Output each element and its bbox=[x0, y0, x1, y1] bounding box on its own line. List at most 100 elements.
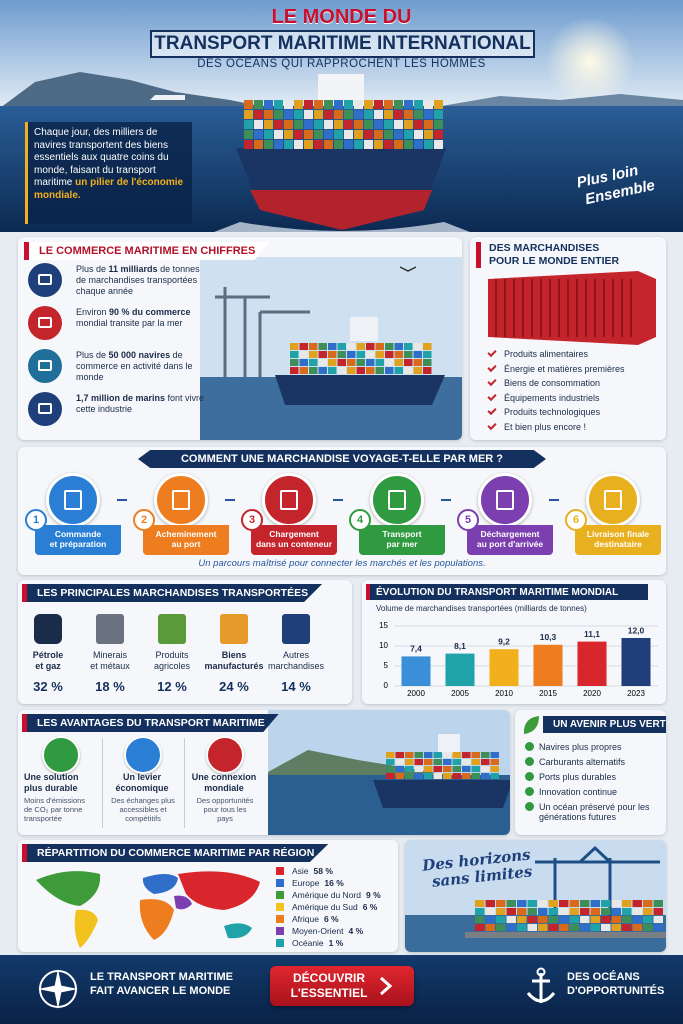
container bbox=[405, 766, 414, 772]
icon-glyph bbox=[38, 274, 52, 285]
green-item: Carburants alternatifs bbox=[525, 757, 663, 767]
container bbox=[404, 359, 413, 366]
container bbox=[354, 140, 363, 149]
footer-line: FAIT AVANCER LE MONDE bbox=[90, 985, 231, 997]
step-label: Déchargement au port d'arrivée bbox=[467, 525, 553, 555]
container bbox=[337, 343, 346, 350]
region-item: Europe 16 % bbox=[276, 878, 344, 888]
container bbox=[405, 773, 414, 779]
container bbox=[632, 916, 642, 923]
bar bbox=[489, 649, 519, 686]
container bbox=[395, 773, 404, 779]
goods-label: Produits alimentaires bbox=[504, 349, 589, 359]
region-share: 16 % bbox=[324, 878, 344, 888]
container bbox=[314, 130, 323, 139]
name-line: Autres bbox=[282, 650, 309, 660]
container bbox=[538, 924, 548, 931]
container bbox=[590, 900, 600, 907]
container bbox=[496, 916, 506, 923]
cranes bbox=[215, 287, 310, 377]
container bbox=[309, 367, 318, 374]
container bbox=[385, 359, 394, 366]
text-bold: 50 000 navires bbox=[108, 350, 171, 360]
container bbox=[395, 759, 404, 765]
container bbox=[462, 759, 471, 765]
container bbox=[384, 110, 393, 119]
container bbox=[433, 752, 442, 758]
container bbox=[404, 110, 413, 119]
discover-button[interactable]: DÉCOUVRIR L'ESSENTIEL bbox=[270, 966, 414, 1006]
container bbox=[548, 924, 558, 931]
container bbox=[347, 351, 356, 358]
region-shape bbox=[142, 874, 178, 894]
container bbox=[299, 351, 308, 358]
region-share: 58 % bbox=[313, 866, 333, 876]
section-title: UN AVENIR PLUS VERT bbox=[543, 716, 666, 733]
container bbox=[452, 766, 461, 772]
advantage-title: Un levier économique bbox=[106, 772, 178, 793]
container bbox=[344, 140, 353, 149]
button-label: DÉCOUVRIR L'ESSENTIEL bbox=[286, 971, 372, 1001]
container bbox=[284, 140, 293, 149]
container bbox=[443, 752, 452, 758]
container bbox=[264, 100, 273, 109]
container bbox=[601, 924, 611, 931]
region-name: Europe bbox=[292, 878, 320, 888]
container bbox=[328, 351, 337, 358]
container bbox=[244, 100, 253, 109]
container bbox=[622, 908, 632, 915]
region-item: Océanie 1 % bbox=[276, 938, 343, 948]
title-top: LE MONDE DU bbox=[271, 6, 412, 28]
goods-label: Produits technologiques bbox=[504, 407, 601, 417]
container bbox=[496, 900, 506, 907]
name-line: et métaux bbox=[90, 661, 130, 671]
container bbox=[324, 110, 333, 119]
container bbox=[404, 140, 413, 149]
container bbox=[611, 916, 621, 923]
check bbox=[487, 405, 497, 416]
advantage-icon bbox=[124, 736, 162, 774]
container bbox=[601, 908, 611, 915]
green-label: Innovation continue bbox=[539, 787, 618, 797]
container bbox=[559, 908, 569, 915]
container bbox=[414, 140, 423, 149]
container bbox=[309, 351, 318, 358]
container bbox=[394, 351, 403, 358]
container bbox=[517, 916, 527, 923]
icon-glyph bbox=[604, 490, 622, 510]
figure-icon bbox=[28, 306, 62, 340]
check-dot bbox=[525, 757, 534, 766]
step-number: 2 bbox=[133, 509, 155, 531]
swatch bbox=[276, 939, 284, 947]
text-line: pour tous les bbox=[203, 805, 247, 814]
step-number: 3 bbox=[241, 509, 263, 531]
section-title: LES AVANTAGES DU TRANSPORT MARITIME bbox=[22, 714, 279, 732]
leaf bbox=[523, 716, 539, 734]
arrow bbox=[441, 499, 451, 501]
goods-label: Équipements industriels bbox=[504, 392, 600, 403]
anchor-ring bbox=[536, 967, 546, 977]
container bbox=[475, 900, 485, 907]
icon-glyph bbox=[388, 490, 406, 510]
container bbox=[324, 100, 333, 109]
container bbox=[475, 924, 485, 931]
container bbox=[354, 110, 363, 119]
cargo-icon bbox=[96, 614, 124, 644]
leaf-icon bbox=[523, 716, 539, 734]
container bbox=[347, 359, 356, 366]
label-line: au port d'arrivée bbox=[476, 539, 544, 549]
icon-glyph bbox=[38, 403, 52, 414]
container bbox=[284, 120, 293, 129]
intro-box: Chaque jour, des milliers de navires tra… bbox=[25, 122, 192, 224]
container bbox=[264, 140, 273, 149]
arrow bbox=[549, 499, 559, 501]
container bbox=[559, 916, 569, 923]
container bbox=[443, 759, 452, 765]
container bbox=[424, 752, 433, 758]
goods-item: Et bien plus encore ! bbox=[487, 420, 586, 432]
container bbox=[580, 924, 590, 931]
container bbox=[364, 140, 373, 149]
container bbox=[318, 367, 327, 374]
world-map bbox=[36, 871, 260, 948]
